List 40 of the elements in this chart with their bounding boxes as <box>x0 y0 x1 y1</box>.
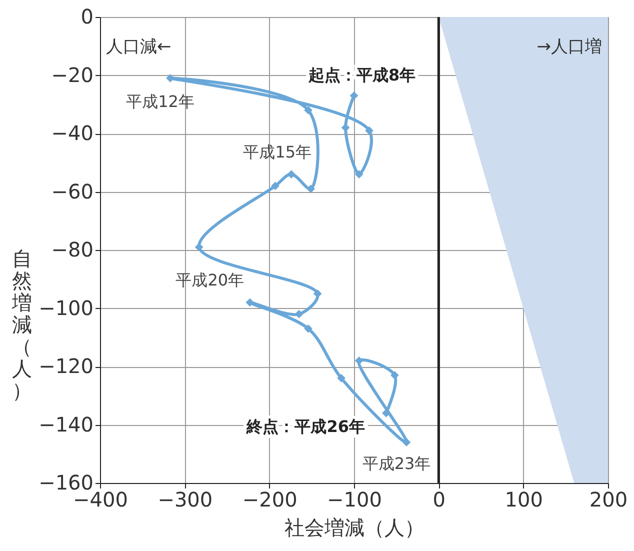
x-tick-label: 200 <box>589 488 628 512</box>
annotation: 平成15年 <box>243 142 312 162</box>
x-tick-label: −200 <box>242 488 298 512</box>
x-tick-label: −100 <box>327 488 382 512</box>
point <box>166 74 174 82</box>
point <box>390 371 399 380</box>
y-tick-label: −80 <box>51 238 94 262</box>
y-tick-label: −120 <box>38 354 94 378</box>
point <box>246 298 254 307</box>
annotation: →人口増 <box>536 37 602 57</box>
annotation: 平成12年 <box>126 92 194 112</box>
point <box>350 91 358 100</box>
y-tick-label: −60 <box>51 179 94 204</box>
y-axis-title: 自然増減（人） <box>11 246 32 402</box>
point <box>304 324 312 333</box>
y-tick-label: −20 <box>51 62 94 87</box>
x-tick-label: 100 <box>504 488 543 512</box>
annotation: 平成20年 <box>176 270 244 290</box>
annotation: 終点：平成26年 <box>246 417 365 436</box>
x-tick-label: 0 <box>432 488 446 512</box>
point <box>402 438 411 446</box>
point <box>306 184 316 194</box>
point <box>287 170 296 178</box>
x-tick-label: −300 <box>158 488 213 512</box>
point <box>354 170 364 178</box>
point <box>271 182 280 190</box>
y-tick-label: −40 <box>51 121 94 145</box>
point <box>354 356 364 365</box>
point <box>304 106 312 114</box>
y-tick-label: 0 <box>80 4 94 28</box>
annotation: 平成23年 <box>362 454 431 474</box>
annotation: 起点：平成8年 <box>307 66 416 85</box>
annotation: 人口減← <box>106 37 172 57</box>
point <box>337 374 346 382</box>
point <box>365 126 374 135</box>
point <box>294 310 304 318</box>
y-tick-label: −100 <box>38 296 94 320</box>
y-tick-label: −160 <box>38 470 94 494</box>
y-tick-label: −140 <box>38 412 94 436</box>
x-axis-title: 社会増減（人） <box>284 516 424 540</box>
